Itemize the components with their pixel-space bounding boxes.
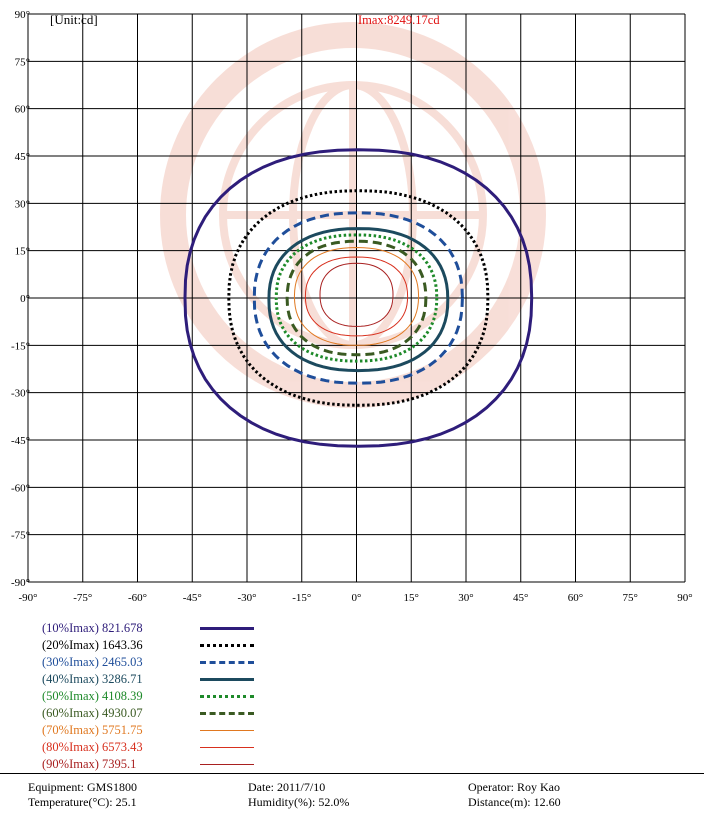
y-tick-label: 0° bbox=[20, 293, 30, 305]
unit-label: [Unit:cd] bbox=[50, 12, 98, 27]
y-tick-label: 15° bbox=[15, 246, 30, 258]
legend-item: (10%Imax) 821.678 bbox=[42, 620, 282, 637]
x-tick-label: -45° bbox=[183, 592, 202, 604]
contour-60-percent bbox=[285, 239, 428, 357]
y-tick-label: 60° bbox=[15, 104, 30, 116]
x-axis-labels: -90° -75° -60° -45° -30° -15° 0° 15° 30° 45° 60° 75… bbox=[18, 592, 692, 604]
contour-lines bbox=[183, 148, 534, 448]
legend-swatch bbox=[200, 695, 254, 698]
legend-item: (60%Imax) 4930.07 bbox=[42, 705, 282, 722]
x-tick-label: 45° bbox=[513, 592, 528, 604]
y-axis-labels: 90° 75° 60° 45° 30° 15° 0° -15° -30° -45° -60° -75°… bbox=[11, 9, 30, 589]
x-tick-label: -60° bbox=[128, 592, 147, 604]
legend-swatch bbox=[200, 661, 254, 664]
legend-item: (70%Imax) 5751.75 bbox=[42, 722, 282, 739]
y-tick-label: 75° bbox=[15, 56, 30, 68]
y-tick-label: 90° bbox=[15, 9, 30, 21]
legend-label: (50%Imax) 4108.39 bbox=[42, 689, 143, 703]
legend-label: (70%Imax) 5751.75 bbox=[42, 723, 143, 737]
legend-swatch bbox=[200, 764, 254, 765]
y-tick-label: -90° bbox=[11, 577, 30, 589]
watermark-logo bbox=[160, 22, 546, 408]
x-tick-label: -30° bbox=[237, 592, 256, 604]
contour-40-percent bbox=[267, 227, 450, 373]
operator-text: Operator: Roy Kao bbox=[468, 780, 560, 794]
x-tick-label: 30° bbox=[458, 592, 473, 604]
y-tick-label: -30° bbox=[11, 388, 30, 400]
legend-label: (40%Imax) 3286.71 bbox=[42, 672, 143, 686]
chart-grid bbox=[27, 13, 686, 583]
humidity-text: Humidity(%): 52.0% bbox=[248, 795, 350, 809]
x-tick-label: 90° bbox=[677, 592, 692, 604]
legend-label: (10%Imax) 821.678 bbox=[42, 621, 143, 635]
x-tick-label: 0° bbox=[352, 592, 362, 604]
contour-70-percent bbox=[293, 246, 420, 346]
legend-swatch bbox=[200, 627, 254, 630]
legend-item: (30%Imax) 2465.03 bbox=[42, 654, 282, 671]
x-tick-label: 75° bbox=[623, 592, 638, 604]
legend-swatch bbox=[200, 678, 254, 681]
contour-80-percent bbox=[304, 256, 409, 337]
x-tick-label: 60° bbox=[568, 592, 583, 604]
y-tick-label: -60° bbox=[11, 482, 30, 494]
equipment-text: Equipment: GMS1800 bbox=[28, 780, 138, 794]
legend-label: (60%Imax) 4930.07 bbox=[42, 706, 143, 720]
legend-item: (20%Imax) 1643.36 bbox=[42, 637, 282, 654]
legend-swatch bbox=[200, 747, 254, 748]
legend-item: (90%Imax) 7395.1 bbox=[42, 756, 282, 773]
distance-text: Distance(m): 12.60 bbox=[468, 795, 561, 809]
legend-item: (40%Imax) 3286.71 bbox=[42, 671, 282, 688]
measurement-footer: Equipment: GMS1800 Temperature(°C): 25.1… bbox=[0, 773, 704, 809]
legend-label: (30%Imax) 2465.03 bbox=[42, 655, 143, 669]
y-tick-label: -15° bbox=[11, 340, 30, 352]
y-tick-label: 30° bbox=[15, 198, 30, 210]
isocandela-chart: -90° -75° -60° -45° -30° -15° 0° 15° 30° 45° 60° 75… bbox=[11, 9, 693, 604]
contour-50-percent bbox=[274, 233, 439, 363]
y-tick-label: -45° bbox=[11, 435, 30, 447]
date-text: Date: 2011/7/10 bbox=[248, 780, 326, 794]
legend-label: (90%Imax) 7395.1 bbox=[42, 757, 137, 771]
footer-col-equipment: Equipment: GMS1800 Temperature(°C): 25.1 bbox=[28, 780, 137, 810]
legend-item: (80%Imax) 6573.43 bbox=[42, 739, 282, 756]
x-tick-label: 15° bbox=[404, 592, 419, 604]
legend: (10%Imax) 821.678 (20%Imax) 1643.36 (30%… bbox=[42, 620, 282, 773]
x-tick-label: -75° bbox=[73, 592, 92, 604]
legend-swatch bbox=[200, 644, 254, 647]
legend-swatch bbox=[200, 730, 254, 731]
legend-label: (20%Imax) 1643.36 bbox=[42, 638, 143, 652]
temperature-text: Temperature(°C): 25.1 bbox=[28, 795, 137, 809]
contour-10-percent bbox=[183, 148, 534, 448]
legend-item: (50%Imax) 4108.39 bbox=[42, 688, 282, 705]
contour-90-percent bbox=[319, 262, 394, 327]
footer-col-operator: Operator: Roy Kao Distance(m): 12.60 bbox=[468, 780, 561, 810]
legend-label: (80%Imax) 6573.43 bbox=[42, 740, 143, 754]
footer-col-date: Date: 2011/7/10 Humidity(%): 52.0% bbox=[248, 780, 349, 810]
y-tick-label: 45° bbox=[15, 151, 30, 163]
x-tick-label: -90° bbox=[18, 592, 37, 604]
x-tick-label: -15° bbox=[292, 592, 311, 604]
y-tick-label: -75° bbox=[11, 530, 30, 542]
imax-label: Imax:8249.17cd bbox=[358, 13, 440, 27]
legend-swatch bbox=[200, 712, 254, 715]
contour-20-percent bbox=[227, 189, 490, 407]
